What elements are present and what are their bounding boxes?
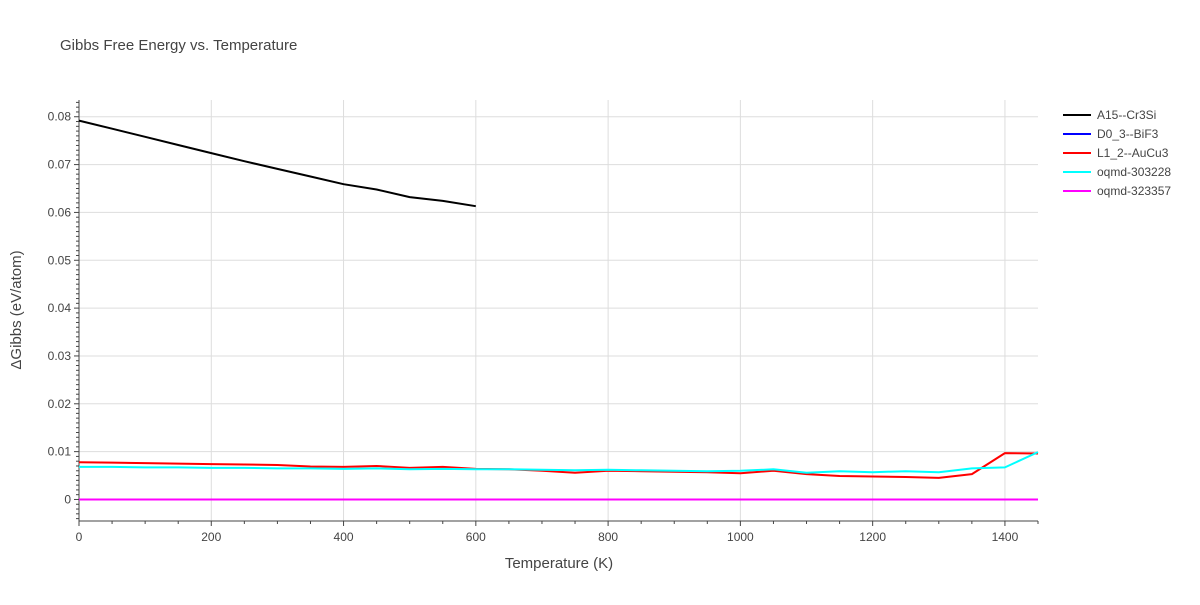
y-tick-label: 0 — [64, 492, 71, 506]
legend-label: A15--Cr3Si — [1097, 108, 1156, 122]
y-tick-label: 0.04 — [48, 301, 72, 315]
legend-label: oqmd-323357 — [1097, 184, 1171, 198]
x-tick-label: 200 — [201, 530, 221, 544]
legend[interactable]: A15--Cr3Si D0_3--BiF3 L1_2--AuCu3 oqmd-3032… — [1063, 108, 1171, 198]
series-line-a15-cr3si — [78, 119, 476, 208]
y-tick-label: 0.07 — [48, 158, 72, 172]
y-tick-label: 0.06 — [48, 205, 72, 219]
y-axis-label: ΔGibbs (eV/atom) — [8, 250, 25, 369]
y-tick-label: 0.02 — [48, 397, 72, 411]
x-tick-label: 800 — [598, 530, 618, 544]
y-tick-label: 0.01 — [48, 445, 72, 459]
legend-item-l1-2-aucu3[interactable]: L1_2--AuCu3 — [1063, 146, 1169, 160]
legend-item-d0-3-bif3[interactable]: D0_3--BiF3 — [1063, 127, 1159, 141]
series-line-l1-2-aucu3 — [78, 452, 1039, 479]
x-tick-label: 1000 — [727, 530, 754, 544]
x-tick-label: 600 — [466, 530, 486, 544]
y-tick-label: 0.08 — [48, 110, 72, 124]
legend-item-oqmd-323357[interactable]: oqmd-323357 — [1063, 184, 1171, 198]
x-tick-label: 400 — [334, 530, 354, 544]
y-tick-label: 0.03 — [48, 349, 72, 363]
legend-item-a15-cr3si[interactable]: A15--Cr3Si — [1063, 108, 1156, 122]
x-tick-label: 1200 — [859, 530, 886, 544]
x-tick-label: 0 — [76, 530, 83, 544]
legend-label: D0_3--BiF3 — [1097, 127, 1159, 141]
chart-title: Gibbs Free Energy vs. Temperature — [60, 37, 297, 54]
axes: 0 200 400 600 800 1000 1200 1400 0 0.01 0.02 0.03 0.… — [48, 100, 1039, 544]
legend-item-oqmd-303228[interactable]: oqmd-303228 — [1063, 165, 1171, 179]
series-lines — [78, 119, 1039, 501]
x-axis-label: Temperature (K) — [505, 555, 613, 572]
grid — [79, 100, 1038, 521]
x-tick-label: 1400 — [992, 530, 1019, 544]
legend-label: L1_2--AuCu3 — [1097, 146, 1169, 160]
legend-label: oqmd-303228 — [1097, 165, 1171, 179]
y-tick-label: 0.05 — [48, 253, 72, 267]
series-line-oqmd-303228 — [79, 451, 1039, 474]
